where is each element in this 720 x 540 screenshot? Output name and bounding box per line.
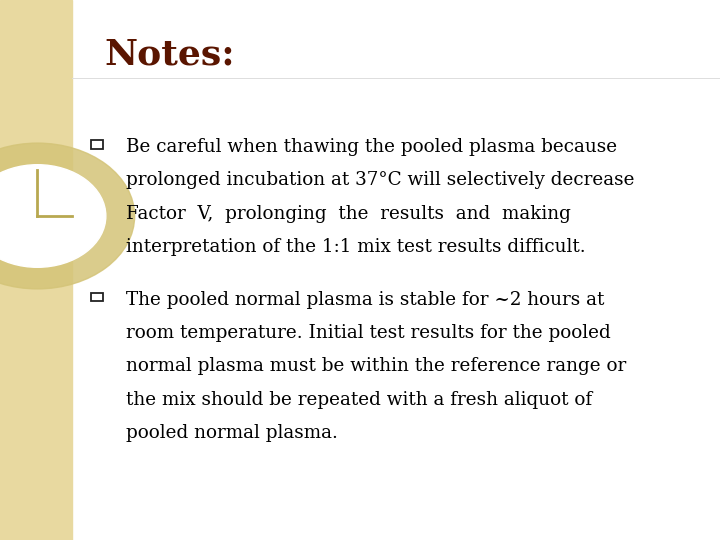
Circle shape xyxy=(0,143,135,289)
Text: Notes:: Notes: xyxy=(104,38,235,72)
Text: Be careful when thawing the pooled plasma because: Be careful when thawing the pooled plasm… xyxy=(126,138,617,156)
Text: Factor  V,  prolonging  the  results  and  making: Factor V, prolonging the results and mak… xyxy=(126,205,571,222)
Text: normal plasma must be within the reference range or: normal plasma must be within the referen… xyxy=(126,357,626,375)
Bar xyxy=(91,140,103,149)
Text: room temperature. Initial test results for the pooled: room temperature. Initial test results f… xyxy=(126,324,611,342)
Bar xyxy=(0,0,72,540)
Text: The pooled normal plasma is stable for ~2 hours at: The pooled normal plasma is stable for ~… xyxy=(126,291,604,308)
Text: prolonged incubation at 37°C will selectively decrease: prolonged incubation at 37°C will select… xyxy=(126,171,634,189)
Text: interpretation of the 1:1 mix test results difficult.: interpretation of the 1:1 mix test resul… xyxy=(126,238,585,256)
Circle shape xyxy=(0,165,106,267)
Text: the mix should be repeated with a fresh aliquot of: the mix should be repeated with a fresh … xyxy=(126,391,592,409)
Bar xyxy=(91,293,103,301)
Text: pooled normal plasma.: pooled normal plasma. xyxy=(126,424,338,442)
